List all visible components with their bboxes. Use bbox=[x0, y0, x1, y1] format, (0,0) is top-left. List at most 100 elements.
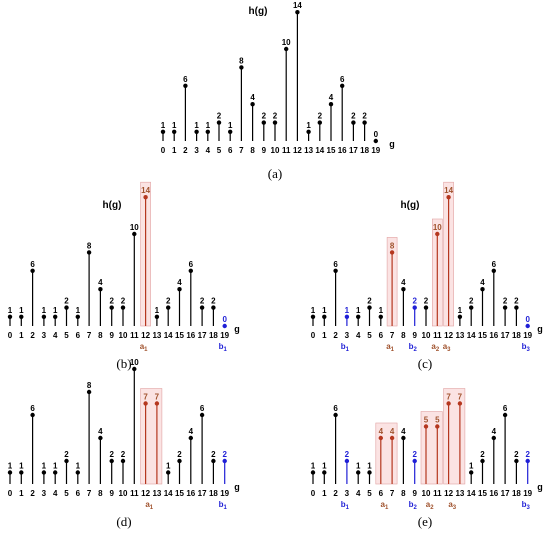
stem-marker-e-11 bbox=[435, 424, 440, 429]
threshold-label-b-1: b1 bbox=[219, 342, 228, 353]
stem-marker-e-12 bbox=[446, 401, 451, 406]
value-label-b-4: 1 bbox=[53, 306, 58, 315]
threshold-letter: b bbox=[522, 500, 527, 509]
threshold-letter: a bbox=[443, 342, 448, 351]
y-axis-label-a: h(g) bbox=[249, 6, 268, 17]
panel-caption-e: (e) bbox=[418, 514, 432, 529]
stem-marker-b-10 bbox=[120, 305, 126, 310]
value-label-a-17: 2 bbox=[351, 112, 356, 121]
tick-label-e-8: 8 bbox=[401, 489, 406, 498]
stem-marker-d-10 bbox=[120, 458, 126, 464]
value-label-b-13: 1 bbox=[155, 306, 160, 315]
stem-marker-c-6 bbox=[378, 314, 383, 319]
stem-marker-c-12 bbox=[446, 195, 451, 200]
tick-label-b-4: 4 bbox=[53, 331, 58, 340]
stem-marker-e-19 bbox=[525, 458, 530, 464]
stem-marker-d-13 bbox=[154, 401, 160, 406]
stem-marker-a-4 bbox=[205, 129, 210, 134]
stem-marker-b-16 bbox=[188, 268, 193, 273]
stem-marker-a-13 bbox=[306, 129, 311, 134]
stem-marker-a-14 bbox=[317, 120, 322, 125]
threshold-label-e-0: b1 bbox=[341, 500, 350, 511]
value-label-b-2: 6 bbox=[30, 260, 35, 269]
stem-marker-d-19 bbox=[222, 458, 227, 464]
tick-label-c-17: 17 bbox=[501, 331, 510, 340]
tick-label-d-13: 13 bbox=[152, 489, 161, 498]
tick-label-a-10: 10 bbox=[271, 146, 280, 155]
value-label-d-0: 1 bbox=[8, 462, 13, 471]
value-label-b-16: 6 bbox=[189, 260, 194, 269]
tick-label-c-0: 0 bbox=[311, 331, 316, 340]
value-label-b-3: 1 bbox=[42, 306, 47, 315]
value-label-a-0: 1 bbox=[161, 121, 166, 130]
tick-label-c-1: 1 bbox=[322, 331, 327, 340]
threshold-letter: a bbox=[145, 500, 150, 509]
value-label-a-2: 6 bbox=[183, 75, 188, 84]
tick-label-a-0: 0 bbox=[161, 146, 166, 155]
chart-panel-a: 1011621314251687482921010111412113214415… bbox=[161, 1, 395, 181]
value-label-c-17: 2 bbox=[503, 297, 508, 306]
stem-marker-e-18 bbox=[514, 458, 519, 464]
stem-marker-c-11 bbox=[435, 231, 440, 237]
tick-label-e-14: 14 bbox=[467, 489, 476, 498]
stem-marker-c-9 bbox=[412, 305, 417, 310]
threshold-subscript: 3 bbox=[453, 505, 457, 511]
y-axis-label-c: h(g) bbox=[401, 200, 420, 211]
threshold-subscript: 2 bbox=[430, 505, 434, 511]
value-label-c-4: 1 bbox=[356, 306, 361, 315]
stem-marker-d-0 bbox=[7, 470, 13, 475]
value-label-e-19: 2 bbox=[525, 450, 530, 459]
stem-marker-a-7 bbox=[239, 65, 244, 70]
stem-marker-a-15 bbox=[328, 102, 334, 107]
threshold-label-b-0: a1 bbox=[140, 342, 148, 353]
stem-marker-c-18 bbox=[514, 305, 519, 310]
threshold-letter: a bbox=[426, 500, 431, 509]
stem-marker-b-1 bbox=[19, 314, 24, 319]
stem-marker-c-7 bbox=[389, 250, 395, 255]
value-label-b-18: 2 bbox=[211, 297, 216, 306]
chart-panel-c: 1011621314251687482921010111412113214415… bbox=[311, 181, 543, 371]
value-label-a-9: 2 bbox=[262, 112, 267, 121]
tick-label-d-5: 5 bbox=[64, 489, 69, 498]
value-label-e-0: 1 bbox=[311, 462, 316, 471]
threshold-letter: b bbox=[522, 342, 527, 351]
tick-label-c-3: 3 bbox=[345, 331, 350, 340]
tick-label-b-2: 2 bbox=[30, 331, 35, 340]
stem-marker-e-0 bbox=[310, 470, 316, 475]
stem-marker-a-16 bbox=[340, 83, 345, 89]
stem-marker-b-6 bbox=[75, 314, 81, 319]
value-label-d-11: 10 bbox=[130, 358, 139, 367]
stem-marker-a-18 bbox=[362, 120, 367, 125]
value-label-c-5: 2 bbox=[367, 297, 372, 306]
stem-marker-d-7 bbox=[86, 389, 92, 395]
stem-marker-d-14 bbox=[166, 470, 171, 475]
tick-label-a-12: 12 bbox=[293, 146, 302, 155]
threshold-letter: a bbox=[381, 500, 386, 509]
tick-label-b-1: 1 bbox=[19, 331, 24, 340]
stem-marker-e-6 bbox=[378, 435, 383, 441]
tick-label-e-3: 3 bbox=[345, 489, 350, 498]
x-axis-label-c: g bbox=[537, 324, 543, 334]
value-label-e-6: 4 bbox=[379, 427, 384, 436]
stem-marker-b-14 bbox=[166, 305, 171, 310]
tick-label-d-17: 17 bbox=[198, 489, 207, 498]
tick-label-c-13: 13 bbox=[455, 331, 464, 340]
stem-marker-a-3 bbox=[194, 129, 199, 134]
stem-marker-b-15 bbox=[177, 287, 182, 292]
tick-label-e-5: 5 bbox=[367, 489, 372, 498]
stem-marker-d-1 bbox=[19, 470, 24, 475]
tick-label-d-15: 15 bbox=[175, 489, 184, 498]
tick-label-c-10: 10 bbox=[422, 331, 431, 340]
tick-label-d-0: 0 bbox=[8, 489, 13, 498]
tick-label-e-0: 0 bbox=[311, 489, 316, 498]
threshold-subscript: 1 bbox=[385, 505, 389, 511]
value-label-a-11: 10 bbox=[282, 38, 291, 47]
value-label-b-14: 2 bbox=[166, 297, 171, 306]
value-label-e-11: 5 bbox=[435, 416, 440, 425]
stem-marker-e-5 bbox=[367, 470, 372, 475]
value-label-a-16: 6 bbox=[340, 75, 345, 84]
stem-marker-b-19 bbox=[222, 323, 227, 329]
threshold-letter: b bbox=[219, 342, 224, 351]
tick-label-c-18: 18 bbox=[512, 331, 521, 340]
value-label-d-15: 2 bbox=[177, 450, 182, 459]
